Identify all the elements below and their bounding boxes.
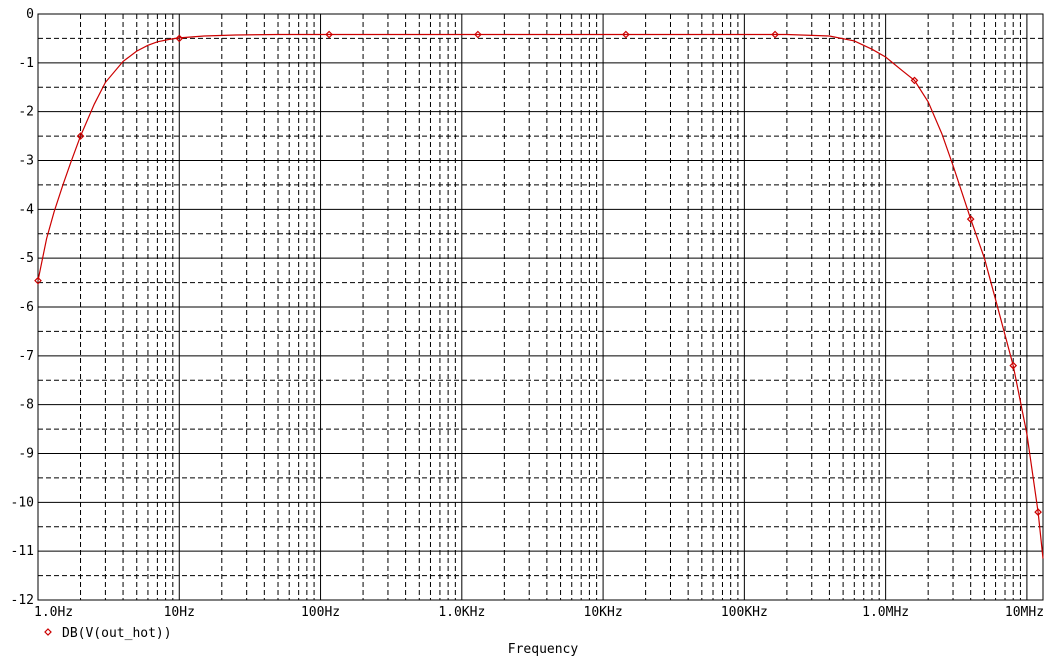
y-tick-label: -3 [18, 154, 34, 169]
x-tick-label: 1.0KHz [438, 605, 485, 620]
y-tick-label: -8 [18, 398, 34, 413]
data-marker [910, 76, 919, 85]
y-tick-label: -7 [18, 349, 34, 364]
data-marker [1034, 508, 1042, 516]
x-axis-title: Frequency [508, 642, 579, 657]
data-marker [34, 276, 42, 285]
x-tick-label: 1.0Hz [34, 605, 73, 620]
data-marker [622, 30, 630, 39]
series-line [37, 33, 1044, 559]
data-marker [966, 215, 975, 223]
y-tick-label: -10 [11, 495, 34, 510]
data-marker [175, 34, 184, 43]
y-tick-labels: 0 -1 -2 -3 -4 -5 -6 -7 -8 -9 -10 -11 -12 [11, 7, 35, 608]
y-tick-label: -11 [11, 544, 34, 559]
x-tick-label: 10MHz [1005, 605, 1044, 620]
y-tick-label: -1 [18, 56, 34, 71]
y-tick-label: 0 [26, 7, 34, 22]
x-tick-label: 100KHz [721, 605, 768, 620]
y-tick-label: -6 [18, 300, 34, 315]
grid [37, 13, 1043, 601]
x-tick-labels: 1.0Hz 10Hz 100Hz 1.0KHz 10KHz 100KHz 1.0MHz 10M… [34, 605, 1044, 620]
data-marker [76, 132, 85, 140]
x-tick-label: 1.0MHz [862, 605, 909, 620]
x-tick-label: 100Hz [301, 605, 340, 620]
data-marker [1009, 361, 1018, 370]
y-tick-label: -2 [18, 105, 34, 120]
legend-diamond-icon [44, 628, 52, 636]
y-tick-label: -12 [11, 593, 34, 608]
legend: DB(V(out_hot)) [44, 626, 172, 641]
series-markers [34, 30, 1042, 516]
y-tick-label: -9 [18, 447, 34, 462]
x-tick-label: 10Hz [164, 605, 195, 620]
data-marker [325, 30, 333, 39]
y-tick-label: -4 [18, 202, 34, 217]
plot-frame [37, 13, 1044, 601]
legend-label: DB(V(out_hot)) [62, 626, 172, 641]
x-tick-label: 10KHz [584, 605, 623, 620]
data-marker [771, 30, 779, 39]
y-tick-label: -5 [18, 251, 34, 266]
data-marker [474, 30, 482, 39]
